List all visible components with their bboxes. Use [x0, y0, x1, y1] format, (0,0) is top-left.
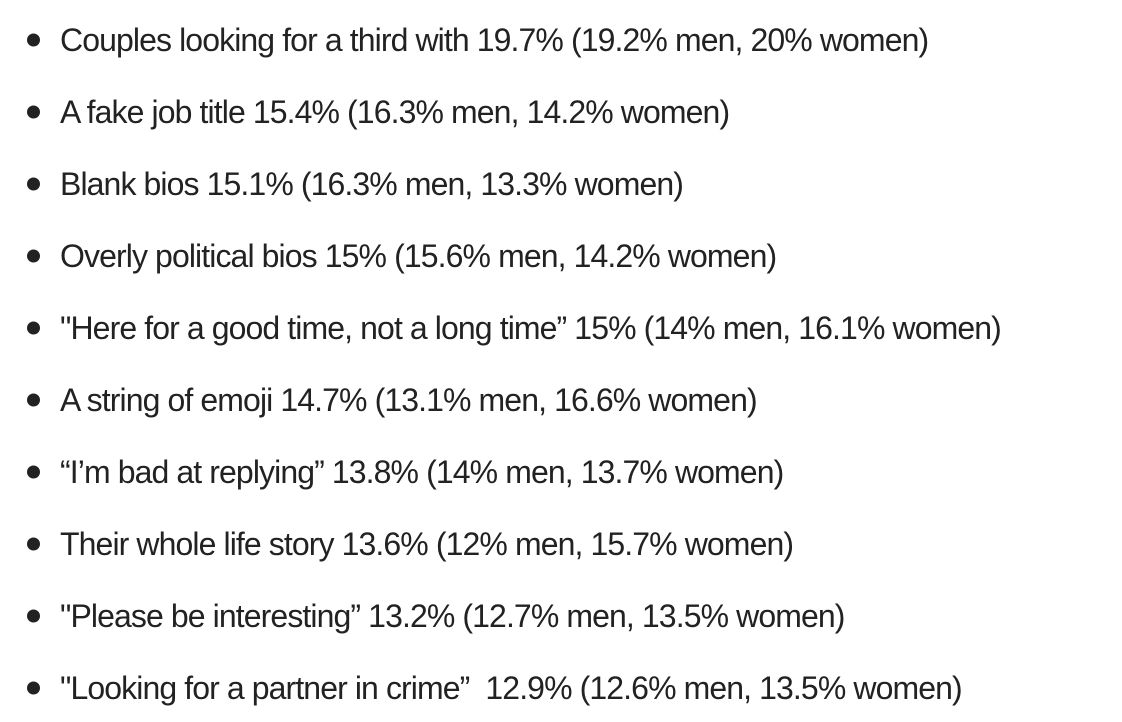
bullet-icon — [27, 681, 40, 695]
list-item: A string of emoji 14.7% (13.1% men, 16.6… — [0, 375, 1122, 425]
list-item-text: "Here for a good time, not a long time” … — [60, 310, 1002, 346]
list-item: "Here for a good time, not a long time” … — [0, 303, 1122, 353]
list-item-text: "Looking for a partner in crime” 12.9% (… — [60, 670, 963, 706]
list-item: "Looking for a partner in crime” 12.9% (… — [0, 663, 1122, 713]
bullet-icon — [27, 177, 40, 191]
bullet-icon — [27, 249, 40, 263]
list-item: "Please be interesting” 13.2% (12.7% men… — [0, 591, 1122, 641]
list-item-text: A fake job title 15.4% (16.3% men, 14.2%… — [60, 94, 730, 130]
list-item: Overly political bios 15% (15.6% men, 14… — [0, 231, 1122, 281]
bullet-icon — [27, 321, 40, 335]
bullet-icon — [27, 393, 40, 407]
list-item: “I’m bad at replying” 13.8% (14% men, 13… — [0, 447, 1122, 497]
list-item: A fake job title 15.4% (16.3% men, 14.2%… — [0, 87, 1122, 137]
list-item-text: Couples looking for a third with 19.7% (… — [60, 22, 929, 58]
list-item-text: A string of emoji 14.7% (13.1% men, 16.6… — [60, 382, 758, 418]
list-item: Their whole life story 13.6% (12% men, 1… — [0, 519, 1122, 569]
bullet-icon — [27, 465, 40, 479]
list-item-text: Overly political bios 15% (15.6% men, 14… — [60, 238, 777, 274]
list-item-text: “I’m bad at replying” 13.8% (14% men, 13… — [60, 454, 784, 490]
bullet-icon — [27, 33, 40, 47]
bullet-icon — [27, 105, 40, 119]
list-item-text: Blank bios 15.1% (16.3% men, 13.3% women… — [60, 166, 684, 202]
bullet-icon — [27, 609, 40, 623]
list-item-text: "Please be interesting” 13.2% (12.7% men… — [60, 598, 845, 634]
list-item: Couples looking for a third with 19.7% (… — [0, 15, 1122, 65]
bullet-icon — [27, 537, 40, 551]
list-item: Blank bios 15.1% (16.3% men, 13.3% women… — [0, 159, 1122, 209]
list-item-text: Their whole life story 13.6% (12% men, 1… — [60, 526, 794, 562]
